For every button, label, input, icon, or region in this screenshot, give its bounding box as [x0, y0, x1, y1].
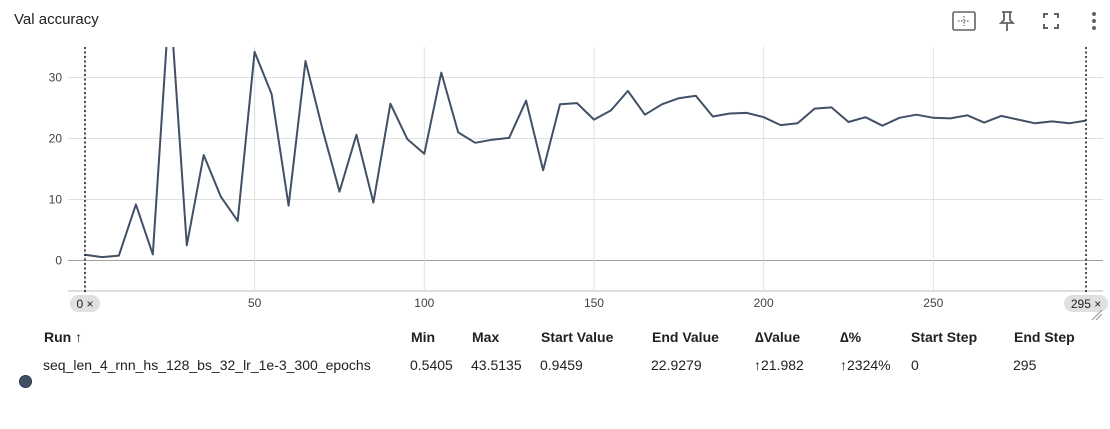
header-end-step[interactable]: End Step: [1014, 329, 1075, 345]
cell-end-step: 295: [1013, 357, 1037, 373]
x-tick-label: 100: [414, 296, 434, 310]
header-start-value[interactable]: Start Value: [541, 329, 614, 345]
cell-start-step: 0: [911, 357, 919, 373]
y-tick-label: 0: [55, 254, 62, 268]
cell-max: 43.5135: [471, 357, 522, 373]
cell-run: seq_len_4_rnn_hs_128_bs_32_lr_1e-3_300_e…: [43, 357, 371, 373]
chart-grid: [68, 47, 1103, 292]
min-step-marker-label: 0 ×: [76, 297, 93, 311]
max-step-marker-label: 295 ×: [1071, 297, 1101, 311]
x-tick-label: 200: [754, 296, 774, 310]
header-delta-pct[interactable]: ∆%: [840, 329, 862, 345]
cell-delta-pct: ↑2324%: [840, 357, 891, 373]
pin-button[interactable]: [993, 8, 1021, 34]
x-tick-label: 150: [584, 296, 604, 310]
series-line: [84, 47, 1087, 259]
step-range-markers[interactable]: 0 × 295 ×: [69, 47, 1109, 312]
cell-end-value: 22.9279: [651, 357, 702, 373]
chart-series: [84, 47, 1087, 259]
y-tick-label: 20: [49, 132, 63, 146]
y-tick-label: 30: [49, 71, 63, 85]
more-options-button[interactable]: [1080, 8, 1108, 34]
min-step-marker-pill[interactable]: [69, 295, 100, 312]
cell-delta-value: ↑21.982: [754, 357, 804, 373]
header-delta-value[interactable]: ∆Value: [755, 329, 801, 345]
fit-domain-button[interactable]: [950, 8, 978, 34]
y-tick-label: 10: [49, 193, 63, 207]
x-tick-label: 250: [923, 296, 943, 310]
fullscreen-icon: [1043, 13, 1059, 29]
y-axis: 0 10 20 30: [49, 71, 63, 268]
more-vert-icon: [1092, 12, 1096, 30]
max-step-marker-pill[interactable]: [1064, 295, 1109, 312]
header-min[interactable]: Min: [411, 329, 436, 345]
fullscreen-button[interactable]: [1037, 8, 1065, 34]
x-tick-label: 50: [248, 296, 262, 310]
header-run[interactable]: Run ↑: [44, 329, 83, 345]
header-start-step[interactable]: Start Step: [911, 329, 978, 345]
line-chart[interactable]: 0 10 20 30 50 100 150 200 250 0 × 295 ×: [0, 0, 1110, 320]
header-max[interactable]: Max: [472, 329, 500, 345]
pin-icon: [998, 11, 1016, 31]
x-axis: 50 100 150 200 250: [248, 296, 944, 310]
chart-title: Val accuracy: [14, 11, 99, 28]
header-end-value[interactable]: End Value: [652, 329, 719, 345]
cell-start-value: 0.9459: [540, 357, 583, 373]
fit-domain-icon: [952, 11, 976, 31]
cell-min: 0.5405: [410, 357, 453, 373]
run-color-dot: [19, 375, 32, 388]
resize-handle[interactable]: [1091, 309, 1103, 320]
